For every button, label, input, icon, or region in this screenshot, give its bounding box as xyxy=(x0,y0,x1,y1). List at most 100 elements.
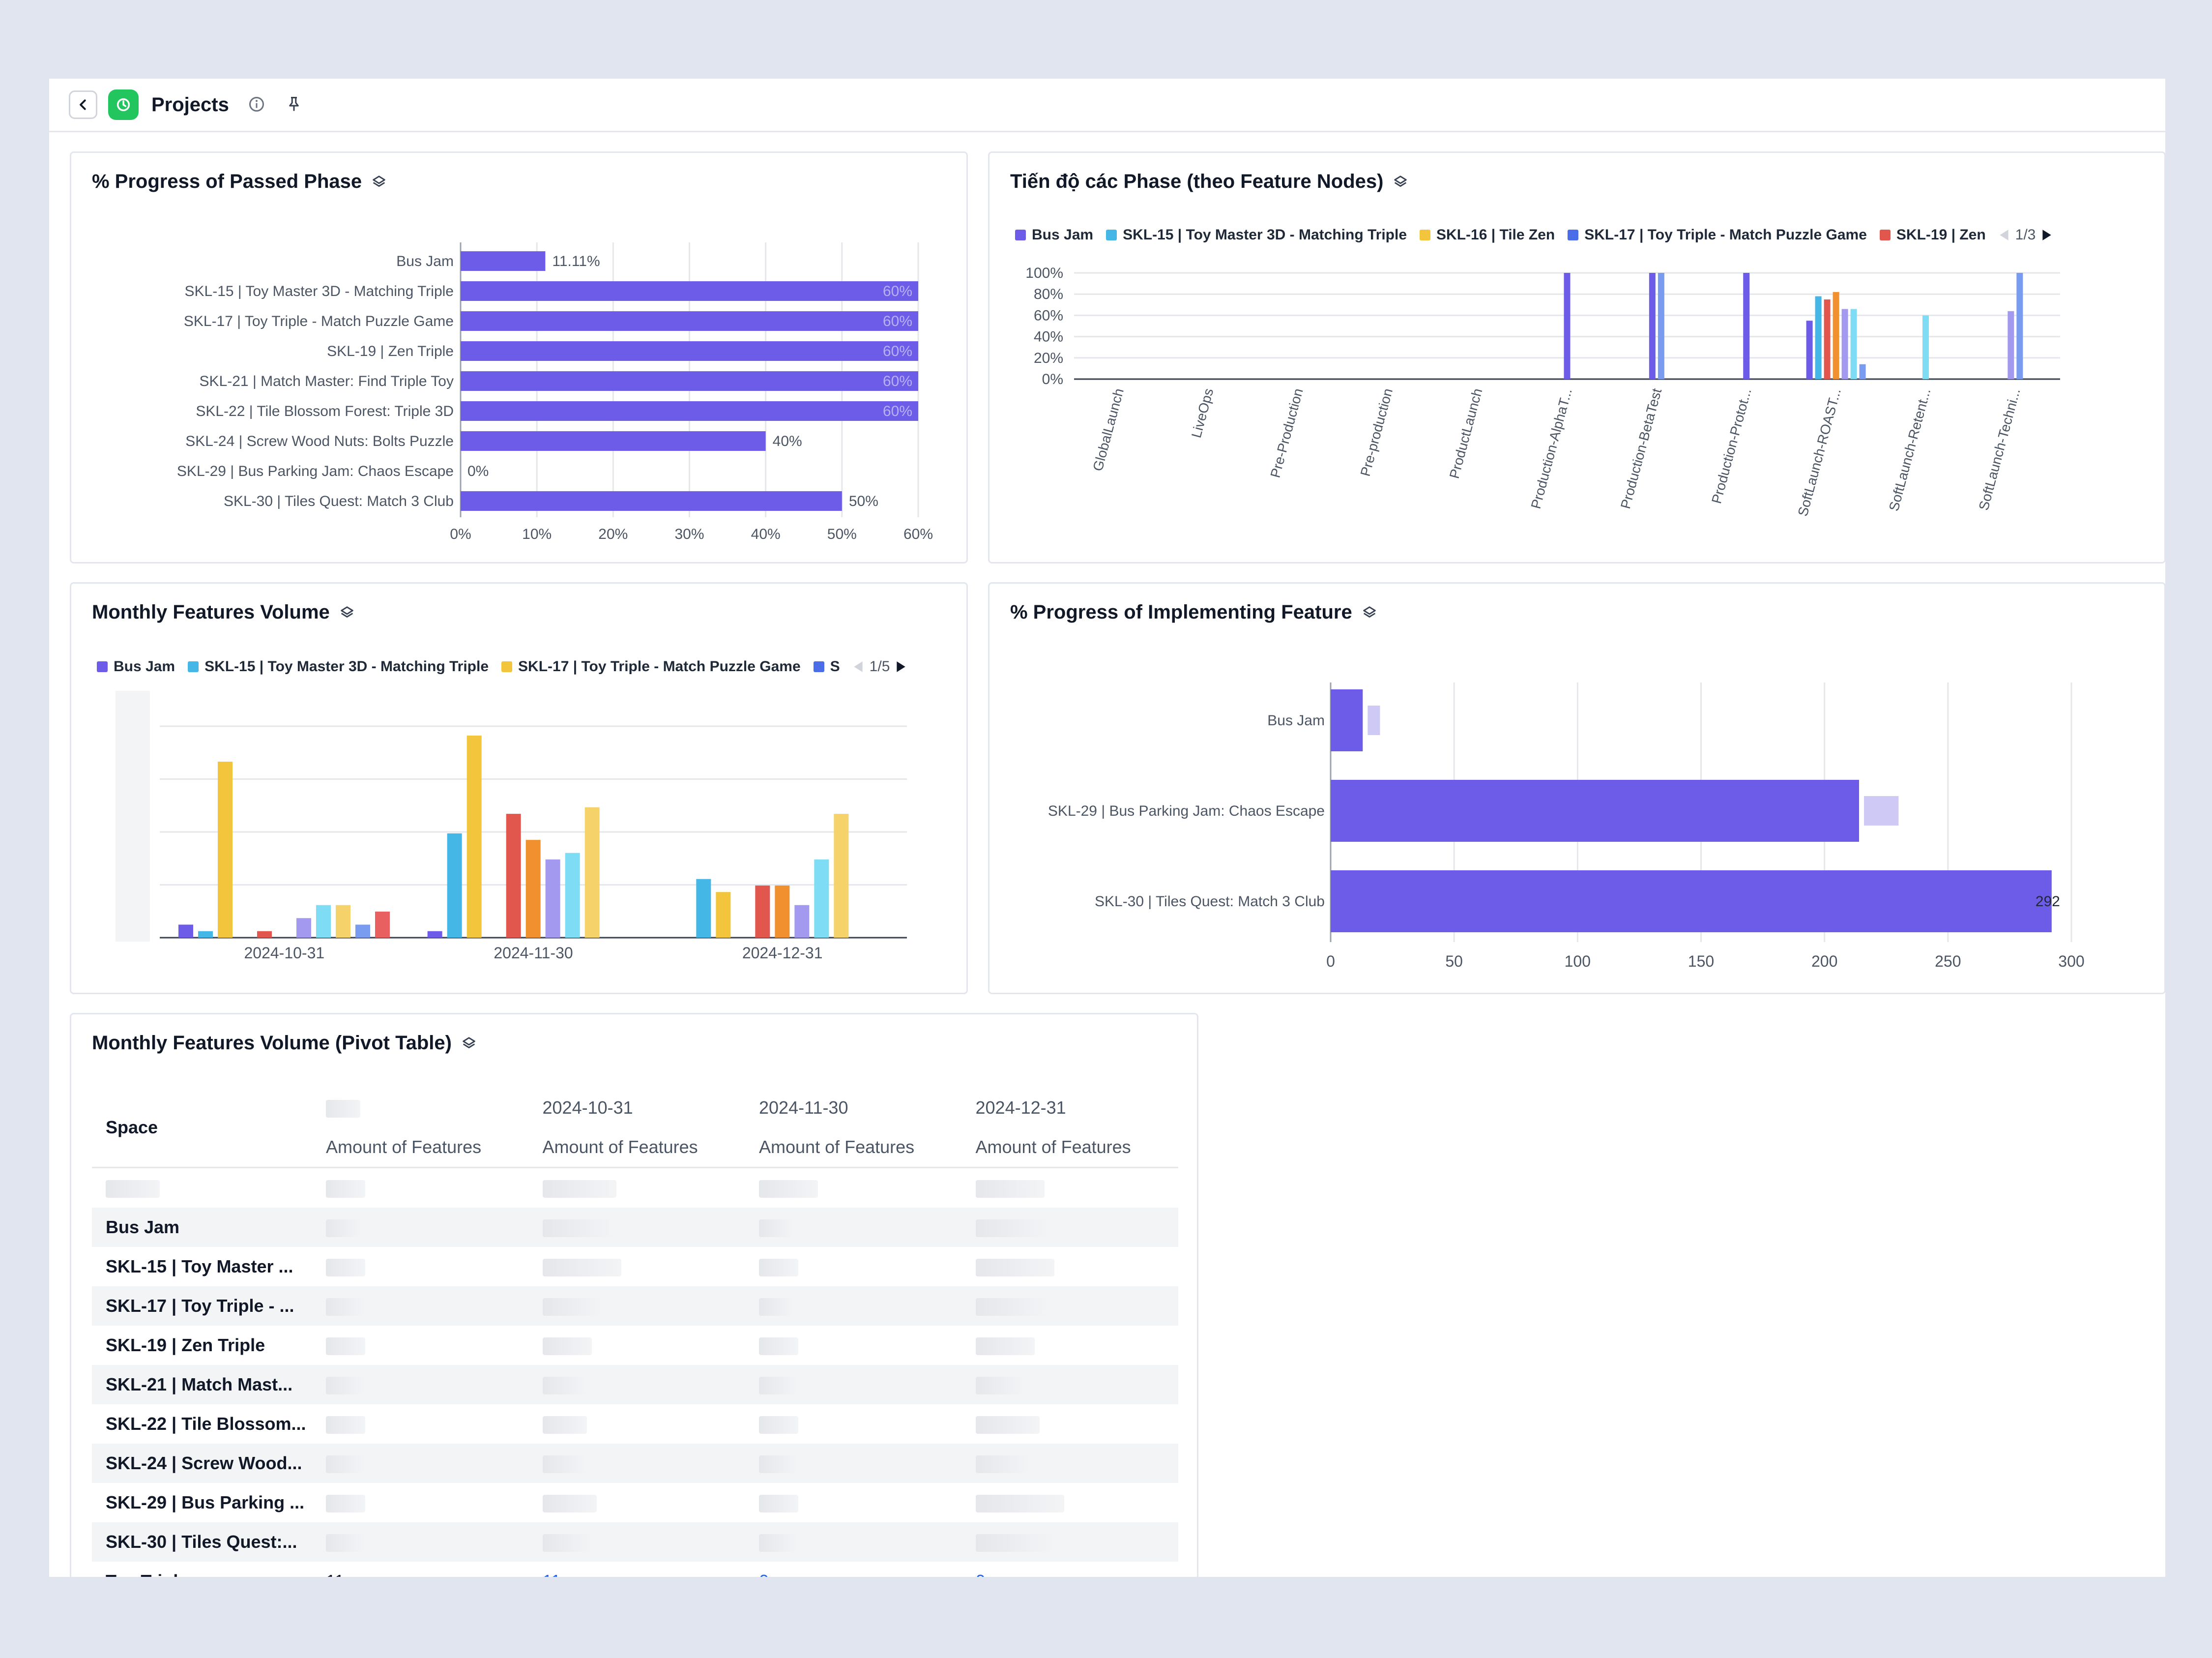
secondary-bar[interactable] xyxy=(1863,796,1899,826)
legend-prev-icon[interactable] xyxy=(853,660,864,673)
table-row[interactable]: Bus Jam xyxy=(92,1208,1178,1247)
layers-icon[interactable] xyxy=(1392,174,1409,190)
bar[interactable] xyxy=(755,885,770,938)
legend-swatch xyxy=(501,661,513,672)
bar[interactable] xyxy=(257,931,272,938)
bar[interactable] xyxy=(1922,315,1929,379)
bar[interactable] xyxy=(716,892,731,938)
y-tick-label: 80% xyxy=(1034,286,1063,302)
legend-item[interactable]: SKL-17 | Toy Triple - Match Puzzle Game xyxy=(501,658,801,675)
pin-icon[interactable] xyxy=(283,93,305,115)
bar[interactable] xyxy=(545,859,560,938)
pivot-card: Monthly Features Volume (Pivot Table) Sp… xyxy=(70,1013,1198,1577)
legend-item[interactable]: SKL-15 | Toy Master 3D - Matching Triple xyxy=(1106,227,1407,243)
bar[interactable] xyxy=(447,833,462,938)
table-row[interactable]: SKL-24 | Screw Wood... xyxy=(92,1444,1178,1483)
bar[interactable] xyxy=(296,918,311,938)
bar[interactable] xyxy=(696,879,711,938)
bar[interactable] xyxy=(1824,299,1831,379)
x-tick-label: Pre-Production xyxy=(1267,387,1306,479)
legend-item[interactable]: SKL-17 | Toy Triple - Match Puzzle Game xyxy=(1568,227,1867,243)
bar[interactable] xyxy=(1859,364,1866,379)
bar[interactable] xyxy=(506,814,521,938)
legend-label: SKL-17 | Toy Triple - Match Puzzle Game xyxy=(518,658,801,675)
pivot-cell xyxy=(962,1168,1179,1208)
bar[interactable] xyxy=(461,281,918,301)
legend-item[interactable]: S xyxy=(813,658,840,675)
bar[interactable] xyxy=(1806,321,1813,379)
bar[interactable] xyxy=(1649,273,1656,379)
y-tick-label: 60% xyxy=(1034,307,1063,324)
legend-item[interactable]: SKL-16 | Tile Zen xyxy=(1420,227,1555,243)
bar[interactable] xyxy=(336,905,350,938)
bar[interactable] xyxy=(461,431,766,451)
bar[interactable] xyxy=(1658,273,1664,379)
bar[interactable] xyxy=(375,911,390,938)
chevron-left-icon xyxy=(80,99,86,110)
back-button[interactable] xyxy=(69,90,97,119)
bar[interactable] xyxy=(198,931,213,938)
legend-item[interactable]: SKL-15 | Toy Master 3D - Matching Triple xyxy=(188,658,489,675)
pivot-value-cell[interactable]: 0 xyxy=(745,1562,962,1577)
layers-icon[interactable] xyxy=(339,604,355,621)
bar[interactable] xyxy=(584,807,600,938)
data-label: 11.11% xyxy=(552,253,600,269)
bar[interactable] xyxy=(1815,296,1822,379)
bar[interactable] xyxy=(178,924,193,938)
layers-icon[interactable] xyxy=(1361,604,1378,621)
bar[interactable] xyxy=(461,251,546,271)
bar[interactable] xyxy=(525,840,541,938)
bar[interactable] xyxy=(461,311,918,331)
bar[interactable] xyxy=(1331,780,1859,842)
bar[interactable] xyxy=(794,905,810,938)
bar[interactable] xyxy=(1331,689,1363,751)
bar[interactable] xyxy=(1743,273,1750,379)
bar[interactable] xyxy=(1331,870,2052,932)
dashboard-frame: Projects % Progress of Passed Phase 0% 10… xyxy=(49,79,2165,1577)
table-row[interactable]: SKL-17 | Toy Triple - ... xyxy=(92,1286,1178,1326)
redacted-value xyxy=(759,1416,798,1434)
bar[interactable] xyxy=(1833,292,1839,379)
bar[interactable] xyxy=(1564,273,1571,379)
monthly-volume-legend: Bus Jam SKL-15 | Toy Master 3D - Matchin… xyxy=(97,658,906,675)
bar[interactable] xyxy=(775,885,790,938)
bar[interactable] xyxy=(316,905,331,938)
pivot-value-cell[interactable]: 11 xyxy=(529,1562,746,1577)
table-row[interactable]: SKL-19 | Zen Triple xyxy=(92,1326,1178,1365)
table-row[interactable]: SKL-21 | Match Mast... xyxy=(92,1365,1178,1404)
table-row[interactable]: SKL-15 | Toy Master ... xyxy=(92,1247,1178,1286)
bar[interactable] xyxy=(461,401,918,421)
bar[interactable] xyxy=(466,736,482,938)
pivot-date-cell: 2024-10-31 xyxy=(542,1097,633,1118)
bar[interactable] xyxy=(565,853,580,938)
legend-next-icon[interactable] xyxy=(2041,229,2052,241)
bar[interactable] xyxy=(2008,311,2014,379)
legend-prev-icon[interactable] xyxy=(1999,229,2009,241)
bar[interactable] xyxy=(218,762,233,938)
legend-item[interactable]: Bus Jam xyxy=(97,658,175,675)
bar[interactable] xyxy=(461,371,918,391)
bar[interactable] xyxy=(1841,309,1848,379)
bar[interactable] xyxy=(834,814,849,938)
bar[interactable] xyxy=(355,924,370,938)
legend-next-icon[interactable] xyxy=(896,660,906,673)
bar[interactable] xyxy=(1850,309,1857,379)
bar[interactable] xyxy=(461,341,918,361)
table-row[interactable]: Toy Triple 11 11 0 0 xyxy=(92,1562,1178,1577)
bar[interactable] xyxy=(461,491,842,511)
layers-icon[interactable] xyxy=(371,174,387,190)
bar[interactable] xyxy=(427,931,442,938)
pivot-value-cell[interactable]: 0 xyxy=(962,1562,1179,1577)
x-tick-label: Production-Protot... xyxy=(1709,387,1754,505)
table-row[interactable]: SKL-29 | Bus Parking ... xyxy=(92,1483,1178,1522)
table-row[interactable]: SKL-22 | Tile Blossom... xyxy=(92,1404,1178,1444)
legend-item[interactable]: SKL-19 | Zen xyxy=(1879,227,1986,243)
layers-icon[interactable] xyxy=(461,1035,477,1052)
legend-item[interactable]: Bus Jam xyxy=(1015,227,1093,243)
pivot-space-cell: SKL-24 | Screw Wood... xyxy=(92,1444,312,1483)
info-icon[interactable] xyxy=(246,93,267,115)
secondary-bar[interactable] xyxy=(1368,706,1380,735)
bar[interactable] xyxy=(814,859,829,938)
table-row[interactable]: SKL-30 | Tiles Quest:... xyxy=(92,1522,1178,1562)
bar[interactable] xyxy=(2016,273,2023,379)
